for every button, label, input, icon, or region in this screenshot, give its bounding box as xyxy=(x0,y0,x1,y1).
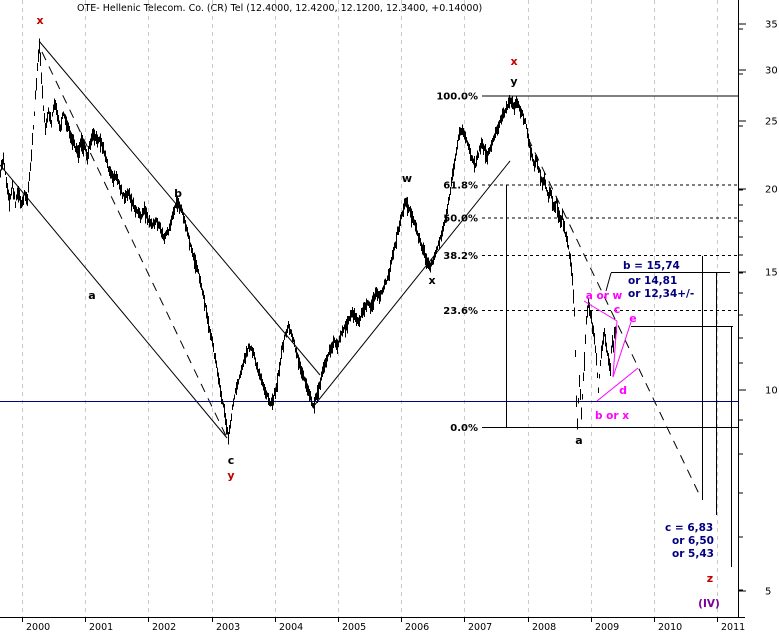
target-connector xyxy=(605,272,612,292)
triangle-line xyxy=(596,367,639,402)
dashed-trendline xyxy=(41,51,228,439)
fib-label: 61.8% xyxy=(443,181,478,192)
price-label: 35 xyxy=(765,20,778,31)
year-label: 2011 xyxy=(721,622,745,633)
wave-label: z xyxy=(707,572,713,585)
wave-label: b or x xyxy=(595,410,629,422)
year-label: 2009 xyxy=(595,622,619,633)
price-label: 30 xyxy=(765,66,778,77)
year-label: 2007 xyxy=(468,622,492,633)
price-label: 20 xyxy=(765,185,778,196)
price-label: 5 xyxy=(765,587,771,598)
fib-label: 0.0% xyxy=(450,423,478,434)
trendline xyxy=(0,164,228,439)
target-text-upper: b = 15,74 xyxy=(623,260,680,272)
wave-label: a xyxy=(575,434,582,447)
year-label: 2005 xyxy=(342,622,366,633)
wave-label: d xyxy=(619,384,627,397)
fib-label: 23.6% xyxy=(443,306,478,317)
price-label: 15 xyxy=(765,268,778,279)
wave-label: x xyxy=(36,14,43,27)
year-label: 2002 xyxy=(152,622,176,633)
year-label: 2008 xyxy=(532,622,556,633)
wave-label: x xyxy=(510,55,517,68)
wave-label: y xyxy=(227,469,234,482)
price-label: 25 xyxy=(765,117,778,128)
wave-label: x xyxy=(428,274,435,287)
wave-label: b xyxy=(174,187,182,200)
triangle-line xyxy=(583,300,618,322)
wave-label: e xyxy=(629,312,636,325)
fib-label: 100.0% xyxy=(436,92,478,103)
year-label: 2010 xyxy=(658,622,682,633)
fib-label: 38.2% xyxy=(443,251,478,262)
wave-label: w xyxy=(402,172,412,185)
wave-label: c xyxy=(614,303,621,316)
year-label: 2000 xyxy=(26,622,50,633)
wave-label: (IV) xyxy=(698,598,720,610)
target-text-lower: c = 6,83 xyxy=(665,522,713,534)
year-label: 2006 xyxy=(405,622,429,633)
dashed-trendline xyxy=(527,137,702,499)
chart-title: OTE- Hellenic Telecom. Co. (CR) Tel (12.… xyxy=(77,3,483,14)
triangle-line xyxy=(612,321,632,378)
triangle-line xyxy=(612,320,618,378)
target-text-lower: or 6,50 xyxy=(672,535,714,547)
price-label: 10 xyxy=(765,386,778,397)
year-label: 2001 xyxy=(89,622,113,633)
wave-label: a xyxy=(88,289,95,302)
target-text-upper: or 14,81 xyxy=(628,275,677,287)
fib-label: 50.0% xyxy=(443,214,478,225)
wave-label: a or w xyxy=(586,290,623,302)
target-text-upper: or 12,34+/- xyxy=(628,288,694,300)
year-label: 2003 xyxy=(216,622,240,633)
wave-label: y xyxy=(510,75,517,88)
year-label: 2004 xyxy=(279,622,303,633)
trendline xyxy=(312,160,511,408)
wave-label: c xyxy=(228,454,235,467)
price-bars xyxy=(0,38,617,445)
target-text-lower: or 5,43 xyxy=(672,548,714,560)
